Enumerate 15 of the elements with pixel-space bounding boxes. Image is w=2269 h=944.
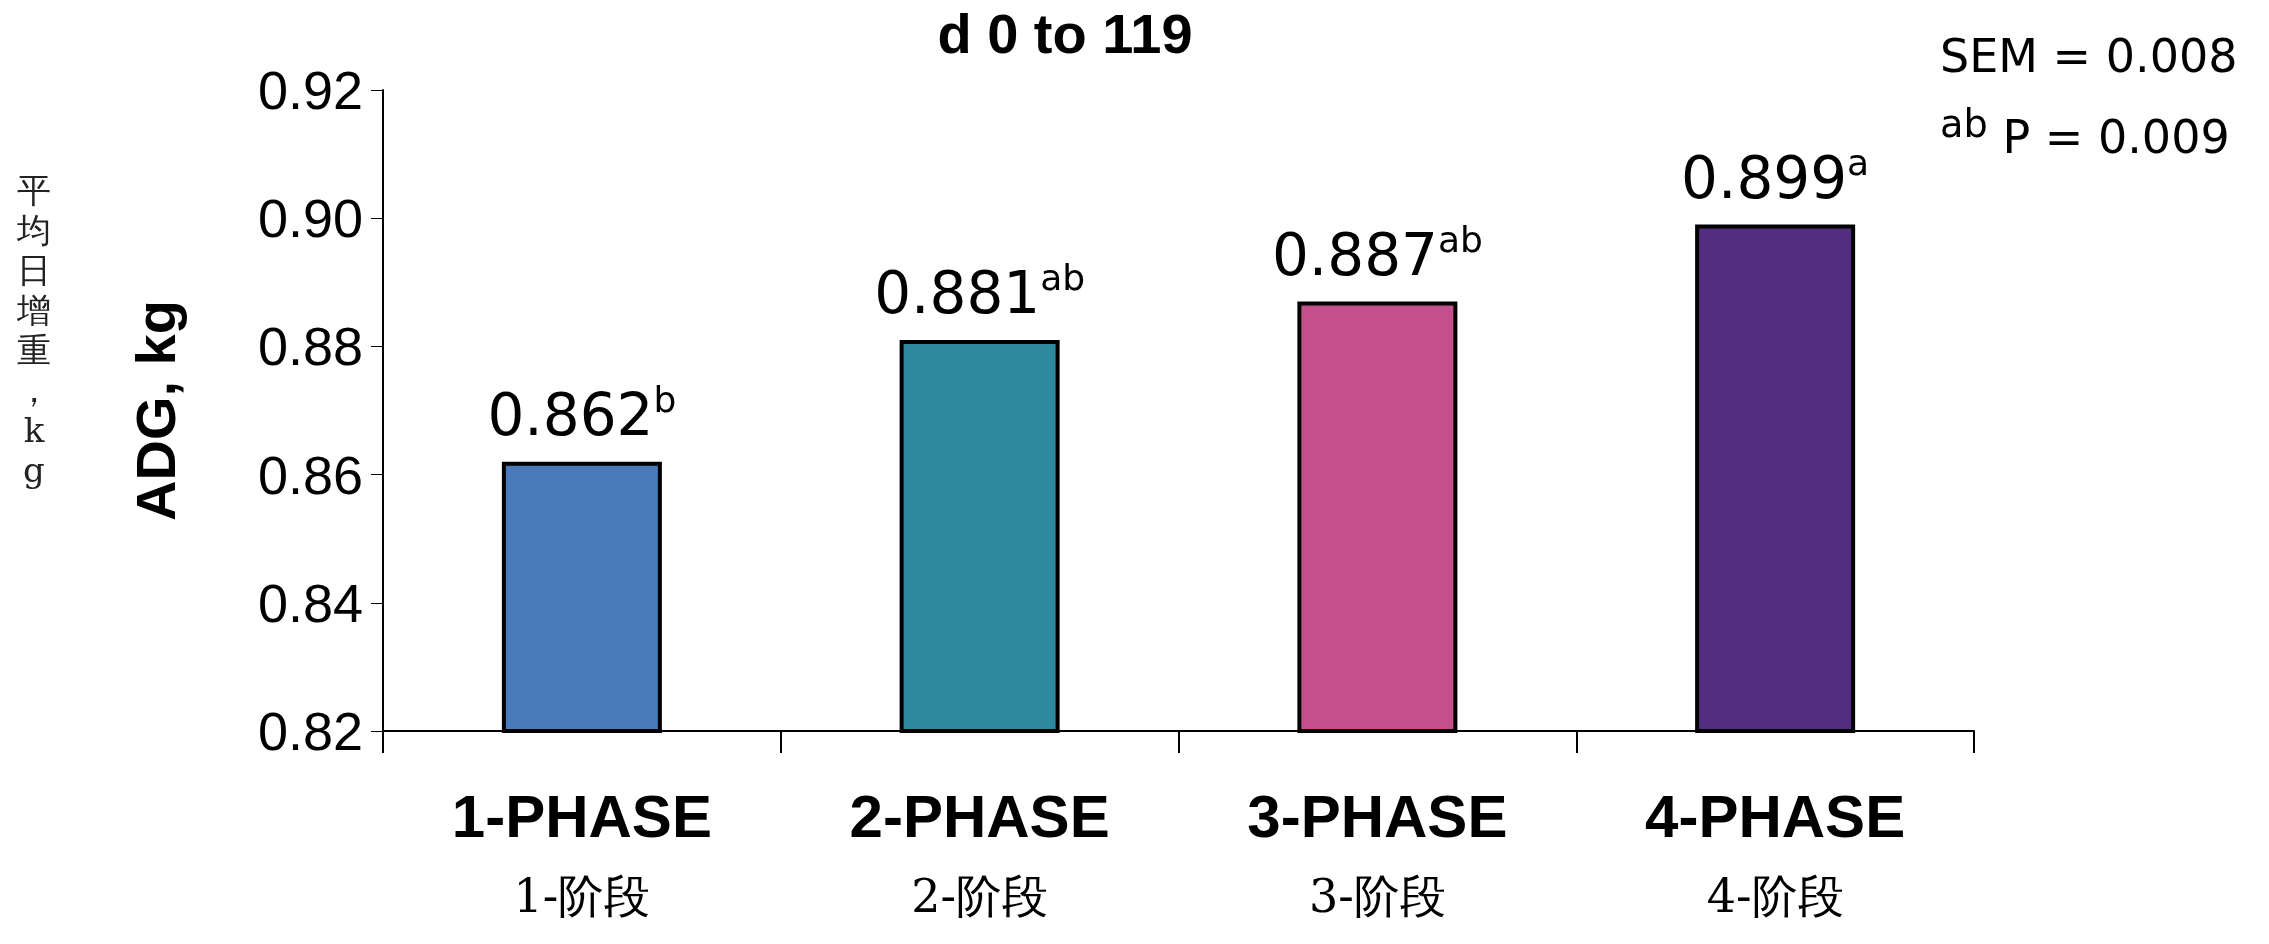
y-tick-label: 0.82 xyxy=(257,701,363,761)
x-tick-label: 4-PHASE 4-阶段 xyxy=(1645,782,1906,923)
y-tick-label: 0.90 xyxy=(257,188,363,249)
x-tick-label: 2-PHASE 2-阶段 xyxy=(849,782,1110,923)
text: 平均日增重，kg xyxy=(16,170,52,490)
chart-title: d 0 to 119 xyxy=(937,1,1193,65)
x-tick-label: 1-PHASE 1-阶段 xyxy=(451,782,712,923)
x-tick-label: 3-PHASE 3-阶段 xyxy=(1247,782,1508,923)
annotation: $^{ab}$ P = 0.009 xyxy=(1940,101,2230,165)
y-tick-label: 0.84 xyxy=(257,572,363,633)
text: SEM = 0.008 xyxy=(1940,29,2238,83)
y-tick-label: 0.92 xyxy=(257,60,363,120)
y-tick-label: 0.88 xyxy=(257,316,363,377)
y-axis-title: ADG, kg xyxy=(123,300,187,521)
y-tick-label: 0.86 xyxy=(257,444,363,505)
